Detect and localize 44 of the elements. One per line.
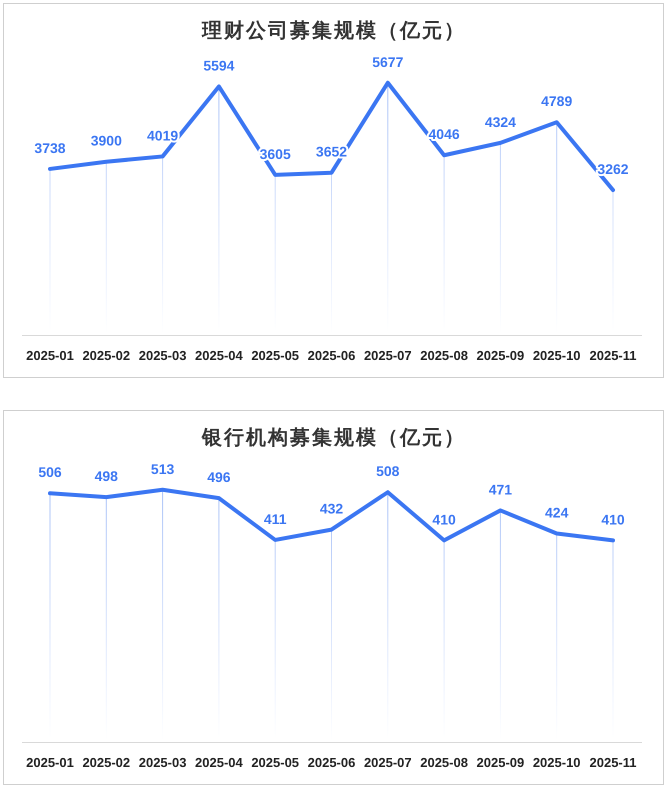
data-label: 498	[94, 468, 118, 484]
x-tick-label: 2025-06	[308, 755, 356, 770]
x-tick-label: 2025-06	[308, 348, 356, 363]
data-label: 411	[264, 510, 287, 527]
data-label: 513	[150, 460, 174, 477]
data-label: 3900	[90, 132, 122, 149]
data-label: 4046	[428, 126, 460, 142]
x-tick-label: 2025-03	[138, 755, 186, 770]
data-label: 4324	[484, 114, 516, 130]
x-tick-label: 2025-01	[26, 348, 74, 363]
data-label: 432	[320, 500, 344, 517]
data-label: 3262	[597, 161, 629, 178]
x-tick-label: 2025-02	[82, 755, 130, 770]
x-tick-label: 2025-11	[590, 755, 636, 770]
data-label: 4789	[541, 93, 572, 110]
x-tick-label: 2025-05	[251, 348, 300, 363]
data-label: 508	[376, 463, 400, 480]
data-label: 4019	[147, 127, 178, 144]
data-label: 471	[488, 481, 512, 498]
x-tick-label: 2025-11	[590, 348, 636, 363]
x-tick-label: 2025-09	[476, 755, 524, 770]
x-tick-label: 2025-10	[532, 755, 581, 770]
x-tick-label: 2025-04	[195, 348, 244, 363]
data-label: 496	[207, 469, 231, 486]
data-label: 5594	[203, 57, 235, 74]
data-label: 410	[601, 511, 625, 528]
chart-title: 理财公司募集规模（亿元）	[201, 20, 466, 42]
x-tick-label: 2025-03	[138, 348, 186, 363]
x-tick-label: 2025-08	[420, 348, 468, 363]
x-tick-label: 2025-07	[364, 348, 412, 363]
data-label: 3738	[34, 140, 66, 156]
x-tick-label: 2025-07	[364, 755, 412, 770]
data-label: 5677	[372, 54, 404, 70]
x-tick-label: 2025-05	[251, 755, 300, 770]
x-tick-label: 2025-08	[420, 755, 468, 770]
chart-title: 银行机构募集规模（亿元）	[201, 427, 466, 449]
x-tick-label: 2025-02	[82, 348, 130, 363]
x-tick-label: 2025-04	[195, 755, 244, 770]
data-label: 410	[432, 511, 456, 528]
data-label: 424	[545, 504, 569, 521]
x-tick-label: 2025-01	[26, 755, 74, 770]
data-label: 506	[38, 464, 62, 480]
x-tick-label: 2025-10	[532, 348, 581, 363]
x-tick-label: 2025-09	[476, 348, 524, 363]
